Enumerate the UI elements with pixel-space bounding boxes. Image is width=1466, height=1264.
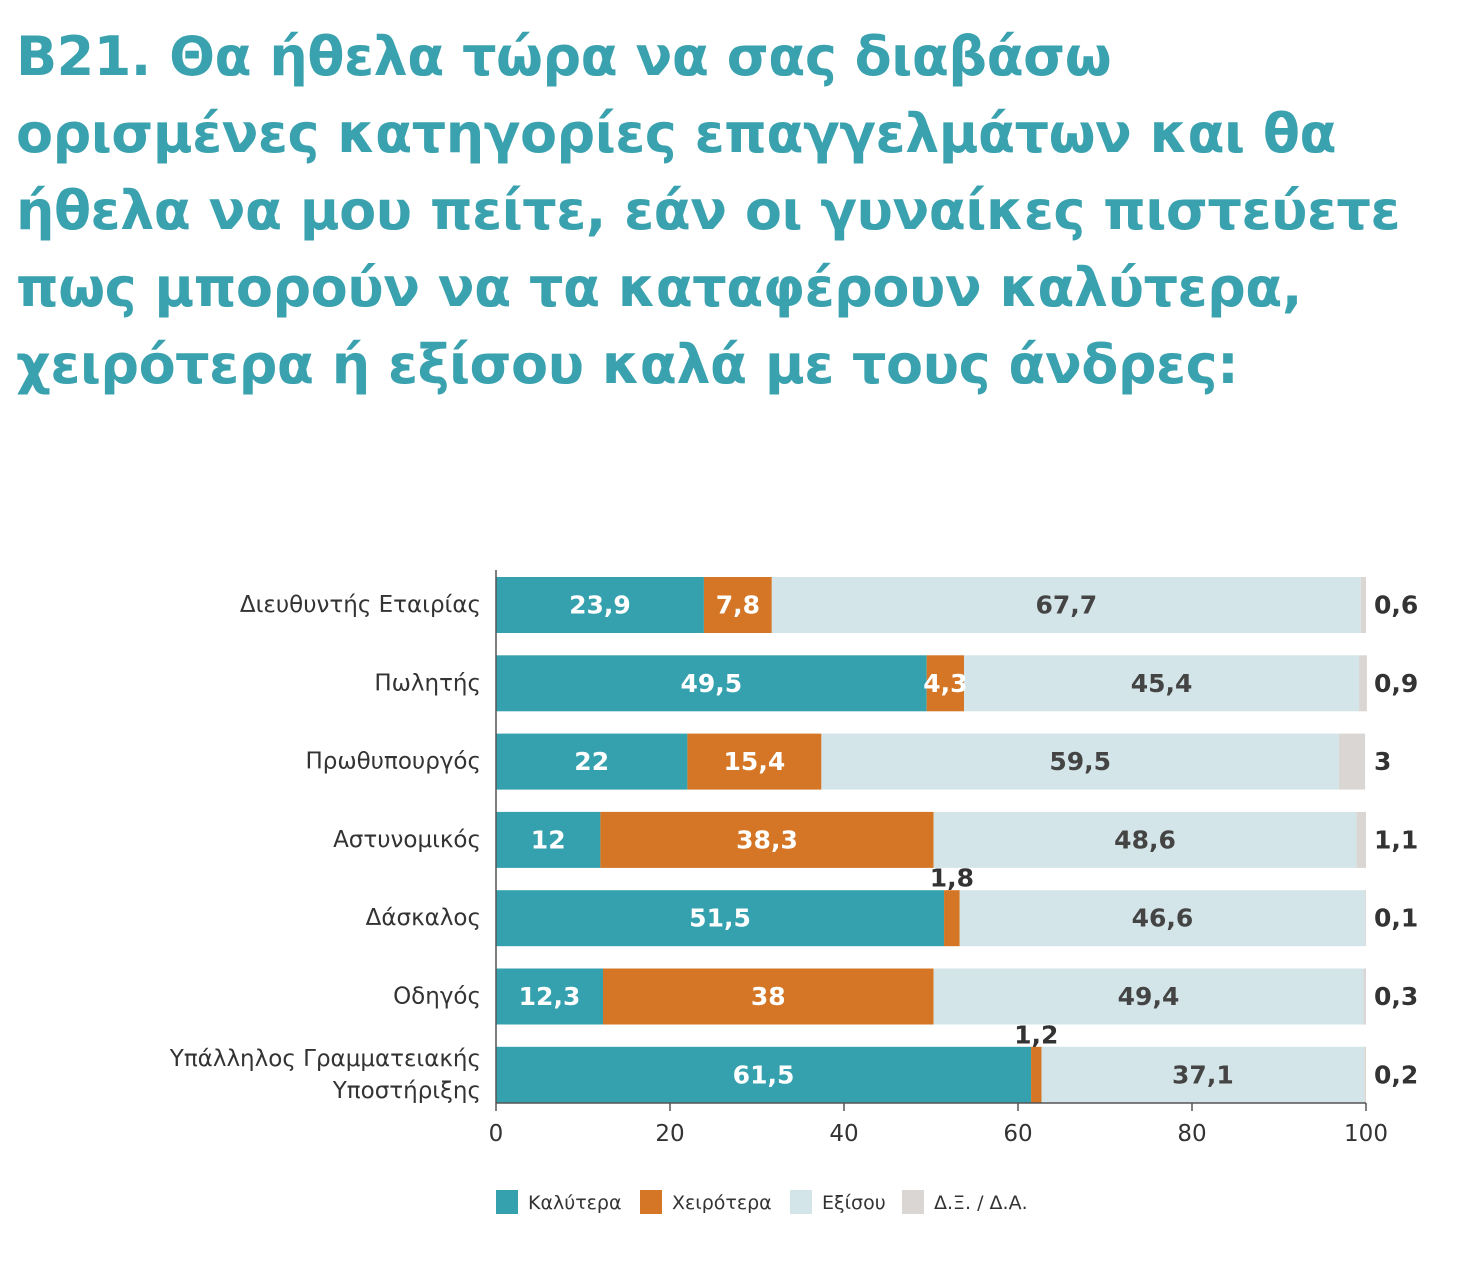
legend-swatch-4 [902,1190,924,1214]
legend-label: Χειρότερα [672,1192,772,1214]
data-label: 12,3 [519,982,581,1011]
data-label: 12 [531,825,566,854]
data-label: 0,2 [1374,1060,1418,1089]
data-label: 23,9 [569,591,631,620]
category-label: Διευθυντής Εταιρίας [240,592,481,618]
bar-segment-2 [926,655,965,712]
data-label: 59,5 [1049,747,1111,776]
data-label: 1,8 [930,864,974,893]
chart-title-line: B21. Θα ήθελα τώρα να σας διαβάσω [16,25,1112,88]
x-tick-label: 100 [1344,1121,1388,1147]
chart-title-line: ήθελα να μου πείτε, εάν οι γυναίκες πιστ… [16,179,1401,242]
chart-title-line: πως μπορούν να τα καταφέρουν καλύτερα, [16,256,1302,319]
bar-segment-1 [496,890,945,947]
category-label: Δάσκαλος [366,905,481,931]
x-tick-label: 0 [489,1121,504,1147]
data-label: 67,7 [1035,591,1097,620]
bar-segment-2 [1031,1046,1042,1103]
bar-segment-3 [959,890,1366,947]
x-tick-label: 20 [655,1121,684,1147]
bar-segment-2 [600,811,934,868]
data-label: 48,6 [1114,825,1176,854]
data-label: 45,4 [1131,669,1193,698]
data-label: 1,2 [1014,1020,1058,1049]
bar-segment-1 [496,577,704,633]
data-label: 51,5 [689,904,751,933]
data-label: 0,9 [1374,669,1418,698]
legend-swatch-2 [640,1190,662,1214]
bar-segment-3 [933,968,1364,1025]
bar-segment-2 [944,890,960,947]
category-label: Πωλητής [374,670,481,696]
legend-label: Καλύτερα [528,1192,622,1214]
x-tick-label: 40 [829,1121,858,1147]
data-label: 22 [574,747,609,776]
data-label: 38,3 [736,825,798,854]
bar-segment-1 [496,655,927,712]
data-label: 4,3 [923,669,967,698]
category-label: Υποστήριξης [332,1078,481,1104]
category-label: Υπάλληλος Γραμματειακής [169,1046,481,1072]
bar-segment-4 [1359,655,1367,712]
data-label: 61,5 [733,1060,795,1089]
category-label: Αστυνομικός [333,827,481,853]
data-label: 1,1 [1374,825,1418,854]
bar-segment-4 [1356,811,1366,868]
chart-title: B21. Θα ήθελα τώρα να σας διαβάσω ορισμέν… [16,18,1416,403]
category-label: Οδηγός [393,984,481,1010]
bar-segment-3 [1041,1046,1365,1103]
category-label: Πρωθυπουργός [305,749,481,775]
data-label: 7,8 [716,591,760,620]
legend-swatch-1 [496,1190,518,1214]
data-label: 46,6 [1132,904,1194,933]
bar-segment-1 [496,1046,1032,1103]
bar-segment-3 [821,733,1340,790]
data-label: 3 [1374,747,1391,776]
bar-segment-3 [771,577,1361,633]
bar-segment-1 [496,968,604,1025]
legend-swatch-3 [790,1190,812,1214]
data-label: 49,5 [680,669,742,698]
data-label: 0,6 [1374,591,1418,620]
data-label: 37,1 [1172,1060,1234,1089]
bar-segment-2 [603,968,934,1025]
bar-segment-4 [1339,733,1366,790]
x-tick-label: 80 [1177,1121,1206,1147]
bar-segment-3 [964,655,1360,712]
bar-segment-2 [687,733,822,790]
bar-segment-4 [1360,577,1366,633]
bar-segment-3 [933,811,1357,868]
bar-segment-1 [496,811,601,868]
chart-title-line: χειρότερα ή εξίσου καλά με τους άνδρες: [16,333,1239,396]
x-tick-label: 60 [1003,1121,1032,1147]
data-label: 0,1 [1374,904,1418,933]
bar-segment-2 [703,577,772,633]
bar-segment-4 [1365,890,1366,947]
data-label: 15,4 [724,747,786,776]
data-label: 49,4 [1118,982,1180,1011]
bar-segment-1 [496,733,688,790]
data-label: 0,3 [1374,982,1418,1011]
bar-segment-4 [1364,1046,1366,1103]
bar-segment-4 [1363,968,1366,1025]
legend-label: Δ.Ξ. / Δ.Α. [934,1192,1028,1214]
data-label: 38 [751,982,786,1011]
chart-title-line: ορισμένες κατηγορίες επαγγελμάτων και θα [16,102,1337,165]
legend-label: Εξίσου [822,1192,886,1214]
